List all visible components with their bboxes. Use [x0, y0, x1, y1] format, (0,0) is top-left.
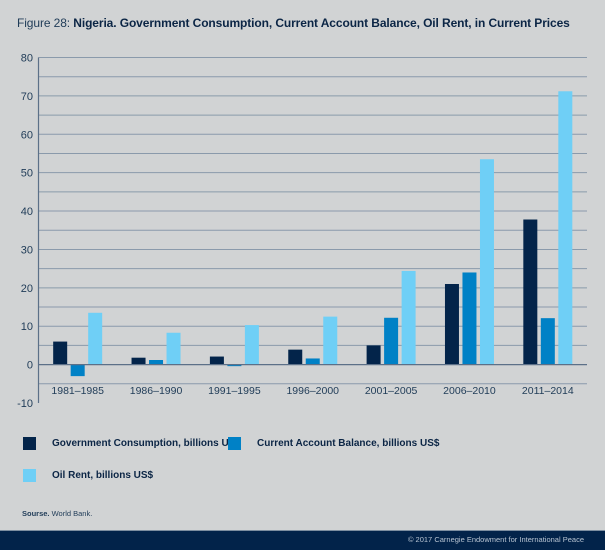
bar-current-account — [70, 364, 85, 377]
bar-current-account — [149, 360, 164, 365]
bar-current-account — [305, 358, 320, 365]
bar-oil-rent — [479, 159, 494, 365]
y-tick-label: -10 — [17, 398, 33, 410]
legend-item: Current Account Balance, billions US$ — [228, 437, 439, 450]
figure-number: Figure 28: — [17, 16, 74, 30]
bar-gov-consumption — [444, 283, 459, 365]
bar-oil-rent — [323, 316, 338, 365]
figure-title: Nigeria. Government Consumption, Current… — [73, 16, 570, 30]
bar-current-account — [384, 317, 399, 365]
bar-gov-consumption — [209, 356, 224, 365]
y-tick-label: 70 — [21, 91, 33, 103]
y-tick-label: 80 — [21, 53, 33, 65]
gridlines — [38, 57, 587, 385]
x-tick-label: 2011–2014 — [522, 385, 574, 397]
x-tick-label: 1986–1990 — [130, 385, 183, 397]
bar-gov-consumption — [523, 219, 538, 365]
y-tick-label: 40 — [21, 206, 33, 218]
source-note: Sourse. World Bank. — [22, 509, 92, 518]
x-tick-label: 1981–1985 — [51, 385, 104, 397]
footer-bar: © 2017 Carnegie Endowment for Internatio… — [0, 530, 605, 550]
legend-swatch — [23, 469, 36, 482]
bar-current-account — [462, 272, 477, 365]
legend-swatch — [23, 437, 36, 450]
y-tick-label: 60 — [21, 129, 33, 141]
bars — [53, 91, 573, 377]
legend-label: Government Consumption, billions US$ — [52, 438, 241, 449]
x-axis-ticks: 1981–1985 1986–1990 1991–1995 1996–2000 2001… — [51, 385, 573, 397]
y-tick-label: 30 — [21, 244, 33, 256]
bar-gov-consumption — [366, 345, 381, 365]
y-tick-label: 20 — [21, 283, 33, 295]
source-label: Sourse. — [22, 509, 50, 518]
legend-item: Government Consumption, billions US$ — [23, 437, 241, 450]
bar-oil-rent — [88, 312, 103, 365]
y-tick-label: 10 — [21, 321, 33, 333]
x-tick-label: 1996–2000 — [286, 385, 339, 397]
y-tick-label: 0 — [27, 360, 33, 372]
y-axis-ticks: 80 70 60 50 40 30 20 10 0 -10 — [17, 53, 33, 411]
chart-title: Figure 28: Nigeria. Government Consumpti… — [17, 16, 570, 30]
bar-gov-consumption — [53, 341, 68, 365]
bar-oil-rent — [401, 270, 416, 365]
legend-swatch — [228, 437, 241, 450]
bar-oil-rent — [244, 325, 259, 365]
legend-item: Oil Rent, billions US$ — [23, 469, 153, 482]
bar-oil-rent — [558, 91, 573, 365]
bar-oil-rent — [166, 332, 181, 365]
x-tick-label: 2001–2005 — [365, 385, 418, 397]
bar-gov-consumption — [288, 349, 303, 365]
legend-label: Oil Rent, billions US$ — [52, 470, 154, 481]
copyright: © 2017 Carnegie Endowment for Internatio… — [407, 535, 584, 544]
y-tick-label: 50 — [21, 168, 33, 180]
bar-current-account — [540, 318, 555, 365]
bar-current-account — [227, 364, 242, 367]
x-tick-label: 1991–1995 — [208, 385, 261, 397]
bar-gov-consumption — [131, 357, 146, 365]
source-text: World Bank. — [49, 509, 93, 518]
x-tick-label: 2006–2010 — [443, 385, 496, 397]
legend-label: Current Account Balance, billions US$ — [257, 438, 440, 449]
